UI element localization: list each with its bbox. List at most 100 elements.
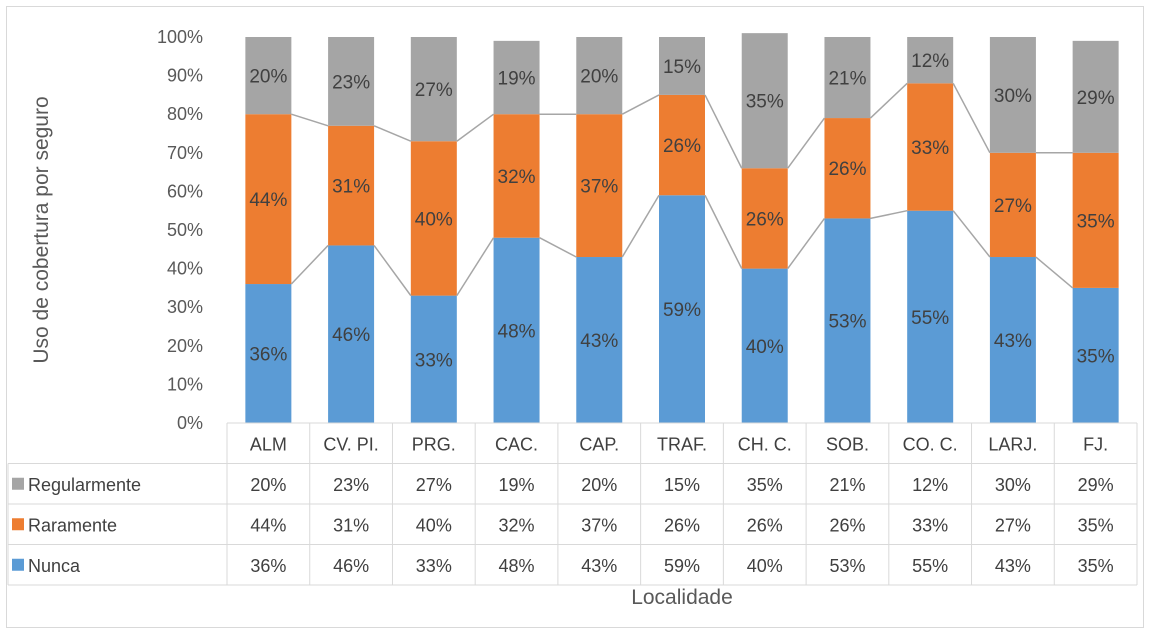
table-cell: 32%: [499, 515, 535, 535]
data-label: 35%: [1077, 346, 1115, 367]
bar-nunca-4: [576, 257, 623, 423]
category-label: ALM: [250, 434, 287, 454]
table-cell: 36%: [250, 556, 286, 576]
bar-raramente-6: [741, 168, 788, 269]
series-line: [373, 125, 412, 142]
category-label: CV. PI.: [323, 434, 378, 454]
bar-regularmente-10: [1072, 40, 1119, 153]
legend-label: Regularmente: [28, 475, 141, 495]
series-line: [869, 82, 908, 119]
table-cell: 53%: [829, 556, 865, 576]
table-cell: 26%: [747, 515, 783, 535]
series-line: [290, 244, 329, 285]
series-line: [456, 237, 495, 297]
bar-raramente-8: [907, 83, 954, 211]
table-cell: 15%: [664, 475, 700, 495]
data-label: 26%: [663, 136, 701, 157]
y-tick-label: 80%: [167, 104, 203, 124]
data-label: 23%: [332, 72, 370, 93]
series-line: [704, 94, 743, 169]
y-tick-label: 40%: [167, 259, 203, 279]
bar-raramente-7: [824, 118, 871, 219]
table-cell: 20%: [250, 475, 286, 495]
bar-nunca-2: [410, 295, 457, 423]
bar-raramente-9: [989, 152, 1036, 258]
bar-nunca-6: [741, 268, 788, 423]
data-label: 27%: [994, 196, 1032, 217]
table-cell: 37%: [581, 515, 617, 535]
bar-regularmente-1: [328, 37, 375, 126]
table-cell: 23%: [333, 475, 369, 495]
data-label: 59%: [663, 300, 701, 321]
category-label: TRAF.: [657, 434, 707, 454]
bar-regularmente-9: [989, 37, 1036, 153]
data-label: 21%: [828, 69, 866, 90]
category-label: CO. C.: [903, 434, 958, 454]
legend-key-raramente: [12, 518, 24, 531]
legend-key-regularmente: [12, 477, 24, 490]
bar-raramente-4: [576, 114, 623, 258]
category-label: CH. C.: [738, 434, 792, 454]
table-cell: 19%: [499, 475, 535, 495]
bar-raramente-3: [493, 114, 540, 238]
series-line: [952, 82, 991, 154]
bar-raramente-2: [410, 141, 457, 296]
bar-regularmente-3: [493, 40, 540, 115]
data-label: 26%: [746, 209, 784, 230]
category-label: SOB.: [826, 434, 869, 454]
table-cell: 27%: [995, 515, 1031, 535]
series-line: [621, 194, 660, 258]
legend-key-nunca: [12, 558, 24, 571]
legend-label: Nunca: [28, 556, 81, 576]
table-cell: 40%: [416, 515, 452, 535]
series-line: [787, 217, 826, 270]
category-label: LARJ.: [988, 434, 1037, 454]
bar-raramente-1: [328, 125, 375, 246]
series-line: [1035, 256, 1074, 289]
y-tick-label: 50%: [167, 220, 203, 240]
series-line: [952, 210, 991, 258]
series-line: [539, 237, 577, 258]
bar-raramente-5: [659, 94, 705, 196]
bar-nunca-9: [989, 257, 1036, 423]
series-line: [787, 117, 826, 169]
table-cell: 26%: [664, 515, 700, 535]
data-label: 53%: [828, 312, 866, 333]
table-cell: 20%: [581, 475, 617, 495]
y-tick-label: 30%: [167, 297, 203, 317]
y-tick-label: 100%: [157, 27, 203, 47]
category-label: CAC.: [495, 434, 538, 454]
bar-nunca-10: [1072, 287, 1119, 423]
table-cell: 48%: [499, 556, 535, 576]
data-label: 48%: [498, 321, 536, 342]
data-label: 55%: [911, 308, 949, 329]
table-cell: 59%: [664, 556, 700, 576]
bar-regularmente-7: [824, 37, 871, 119]
bar-raramente-10: [1072, 152, 1119, 288]
chart-frame: [6, 6, 1144, 628]
data-label: 40%: [746, 337, 784, 358]
table-cell: 21%: [829, 475, 865, 495]
table-cell: 30%: [995, 475, 1031, 495]
bar-nunca-7: [824, 218, 871, 423]
table-cell: 12%: [912, 475, 948, 495]
bar-nunca-1: [328, 245, 375, 423]
table-cell: 26%: [829, 515, 865, 535]
series-line: [456, 113, 494, 142]
table-cell: 35%: [1078, 515, 1114, 535]
data-label: 15%: [663, 57, 701, 78]
table-cell: 35%: [747, 475, 783, 495]
category-label: PRG.: [412, 434, 456, 454]
bar-regularmente-0: [245, 37, 292, 115]
y-tick-label: 90%: [167, 66, 203, 86]
data-label: 30%: [994, 86, 1032, 107]
data-label: 33%: [911, 138, 949, 159]
data-label: 33%: [415, 350, 453, 371]
category-label: CAP.: [579, 434, 619, 454]
data-label: 20%: [580, 67, 618, 88]
data-label: 12%: [911, 51, 949, 72]
series-line: [704, 194, 743, 269]
table-cell: 55%: [912, 556, 948, 576]
data-label: 35%: [1077, 211, 1115, 232]
